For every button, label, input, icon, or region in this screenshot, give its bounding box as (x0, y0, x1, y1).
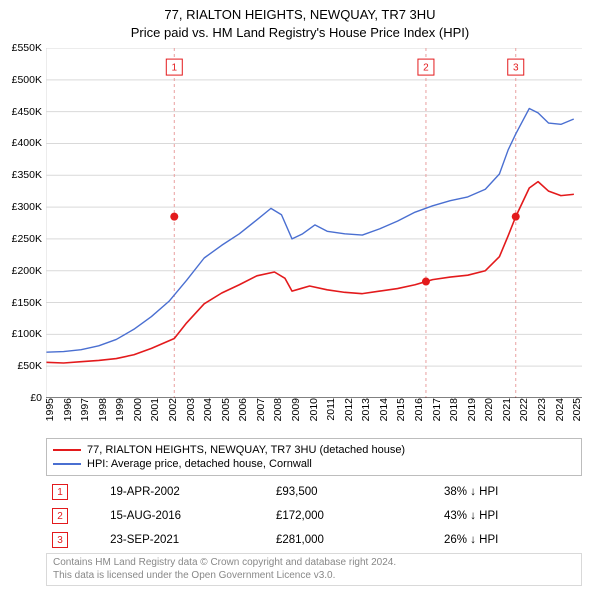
x-tick-label: 1999 (112, 398, 126, 421)
legend-row: 77, RIALTON HEIGHTS, NEWQUAY, TR7 3HU (d… (53, 443, 575, 457)
event-row: 1 19-APR-2002£93,50038% ↓ HPI (46, 480, 582, 504)
x-tick-label: 2000 (130, 398, 144, 421)
x-tick-label: 2008 (270, 398, 284, 421)
svg-text:3: 3 (513, 63, 519, 74)
x-tick-label: 1995 (42, 398, 56, 421)
y-tick-label: £50K (17, 360, 46, 372)
x-tick-label: 2023 (534, 398, 548, 421)
x-tick-label: 2012 (341, 398, 355, 421)
svg-text:2: 2 (423, 63, 429, 74)
x-tick-label: 2004 (200, 398, 214, 421)
y-tick-label: £150K (12, 297, 46, 309)
x-tick-label: 2025 (569, 398, 583, 421)
x-tick-label: 1998 (95, 398, 109, 421)
y-tick-label: £100K (12, 328, 46, 340)
event-delta: 38% ↓ HPI (438, 480, 582, 504)
legend-label: HPI: Average price, detached house, Corn… (87, 458, 312, 470)
license-line1: Contains HM Land Registry data © Crown c… (53, 557, 575, 570)
legend-label: 77, RIALTON HEIGHTS, NEWQUAY, TR7 3HU (d… (87, 444, 405, 456)
event-marker: 1 (52, 484, 68, 500)
legend: 77, RIALTON HEIGHTS, NEWQUAY, TR7 3HU (d… (46, 438, 582, 476)
x-tick-label: 2024 (552, 398, 566, 421)
y-tick-label: £550K (12, 42, 46, 54)
y-tick-label: £250K (12, 233, 46, 245)
x-tick-label: 2001 (147, 398, 161, 421)
event-marker: 3 (52, 532, 68, 548)
legend-row: HPI: Average price, detached house, Corn… (53, 457, 575, 471)
y-tick-label: £350K (12, 169, 46, 181)
line-chart: 1 2 3 (46, 48, 582, 398)
y-tick-label: £400K (12, 137, 46, 149)
x-tick-label: 1996 (60, 398, 74, 421)
events-table: 1 19-APR-2002£93,50038% ↓ HPI 2 15-AUG-2016… (46, 480, 582, 552)
license-line2: This data is licensed under the Open Gov… (53, 570, 575, 583)
x-tick-label: 2018 (446, 398, 460, 421)
x-tick-label: 2006 (235, 398, 249, 421)
event-date: 19-APR-2002 (104, 480, 270, 504)
legend-swatch (53, 463, 81, 465)
x-tick-label: 2016 (411, 398, 425, 421)
x-tick-label: 2022 (516, 398, 530, 421)
y-tick-label: £300K (12, 201, 46, 213)
x-tick-label: 2007 (253, 398, 267, 421)
x-tick-label: 2011 (323, 398, 337, 421)
event-price: £281,000 (270, 528, 438, 552)
x-tick-label: 2021 (499, 398, 513, 421)
x-tick-label: 1997 (77, 398, 91, 421)
svg-text:1: 1 (172, 63, 178, 74)
legend-swatch (53, 449, 81, 451)
event-row: 2 15-AUG-2016£172,00043% ↓ HPI (46, 504, 582, 528)
x-tick-label: 2013 (358, 398, 372, 421)
event-delta: 26% ↓ HPI (438, 528, 582, 552)
event-price: £172,000 (270, 504, 438, 528)
x-tick-label: 2003 (183, 398, 197, 421)
chart-area: 123 £0£50K£100K£150K£200K£250K£300K£350K… (46, 48, 582, 398)
chart-title-line2: Price paid vs. HM Land Registry's House … (0, 24, 600, 42)
x-tick-label: 2005 (218, 398, 232, 421)
event-price: £93,500 (270, 480, 438, 504)
license-attribution: Contains HM Land Registry data © Crown c… (46, 553, 582, 586)
event-date: 15-AUG-2016 (104, 504, 270, 528)
x-tick-label: 2020 (481, 398, 495, 421)
event-row: 3 23-SEP-2021£281,00026% ↓ HPI (46, 528, 582, 552)
y-tick-label: £500K (12, 74, 46, 86)
x-tick-label: 2014 (376, 398, 390, 421)
event-marker: 2 (52, 508, 68, 524)
x-tick-label: 2019 (464, 398, 478, 421)
x-tick-label: 2017 (429, 398, 443, 421)
y-tick-label: £450K (12, 106, 46, 118)
x-tick-label: 2002 (165, 398, 179, 421)
event-delta: 43% ↓ HPI (438, 504, 582, 528)
event-date: 23-SEP-2021 (104, 528, 270, 552)
chart-title-line1: 77, RIALTON HEIGHTS, NEWQUAY, TR7 3HU (0, 6, 600, 24)
y-tick-label: £200K (12, 265, 46, 277)
x-tick-label: 2009 (288, 398, 302, 421)
x-tick-label: 2015 (393, 398, 407, 421)
x-tick-label: 2010 (306, 398, 320, 421)
chart-title-block: 77, RIALTON HEIGHTS, NEWQUAY, TR7 3HU Pr… (0, 0, 600, 41)
